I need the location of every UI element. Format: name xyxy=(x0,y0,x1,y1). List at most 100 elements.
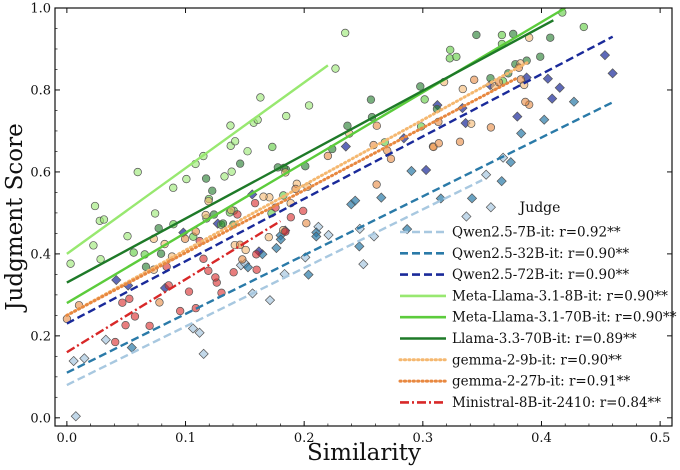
x-tick-label: 0.5 xyxy=(650,431,671,446)
data-point xyxy=(341,28,350,38)
data-point xyxy=(496,176,507,187)
data-point xyxy=(472,30,481,40)
data-point xyxy=(118,298,127,307)
data-point xyxy=(446,45,455,55)
y-tick-label: 0.2 xyxy=(30,329,51,344)
data-point xyxy=(169,183,178,192)
data-point xyxy=(466,193,478,204)
data-point xyxy=(66,259,75,268)
data-point xyxy=(150,209,160,218)
data-point xyxy=(252,265,261,274)
y-axis-title: Judgment Score xyxy=(2,123,28,312)
data-point xyxy=(420,95,429,104)
data-point xyxy=(452,52,461,62)
data-point xyxy=(180,234,190,243)
legend-label: Qwen2.5-32B-it: r=0.90** xyxy=(452,246,629,262)
data-point xyxy=(100,334,111,345)
legend-label: Meta-Llama-3.1-8B-it: r=0.90** xyxy=(452,288,668,304)
data-point xyxy=(372,121,381,130)
data-point xyxy=(542,73,553,84)
data-point xyxy=(238,255,247,264)
data-point xyxy=(156,249,166,258)
data-point xyxy=(125,294,134,303)
data-point xyxy=(481,169,492,180)
data-point xyxy=(607,68,618,79)
data-point xyxy=(323,229,334,241)
data-point xyxy=(420,164,432,176)
data-point xyxy=(89,241,98,250)
data-point xyxy=(201,174,211,183)
data-point xyxy=(350,195,361,206)
data-point xyxy=(539,114,550,125)
data-point xyxy=(259,192,268,201)
data-point xyxy=(300,252,311,263)
data-point xyxy=(226,121,235,130)
data-point xyxy=(299,206,308,216)
y-tick-label: 0.4 xyxy=(30,247,51,262)
data-point xyxy=(435,193,446,204)
data-point xyxy=(455,137,465,146)
legend-label: gemma-2-9b-it: r=0.90** xyxy=(452,352,622,368)
data-point xyxy=(111,274,122,286)
data-point xyxy=(141,262,151,271)
data-point xyxy=(121,321,130,330)
data-point xyxy=(220,172,229,181)
data-point xyxy=(303,269,314,280)
legend-label: Meta-Llama-3.1-70B-it: r=0.90** xyxy=(452,310,677,326)
data-point xyxy=(281,227,290,236)
data-point xyxy=(302,219,311,228)
data-point xyxy=(434,139,443,148)
data-point xyxy=(198,348,209,359)
data-point xyxy=(129,248,138,257)
data-point xyxy=(243,147,252,156)
data-point xyxy=(236,159,245,168)
data-point xyxy=(416,82,425,91)
data-point xyxy=(323,151,333,161)
legend-label: gemma-2-27b-it: r=0.91** xyxy=(452,374,631,390)
regression-line xyxy=(65,76,520,317)
data-point xyxy=(204,266,213,275)
y-tick-label: 0.6 xyxy=(30,165,51,180)
data-point xyxy=(304,101,314,110)
data-point xyxy=(218,219,228,228)
legend-label: Qwen2.5-7B-it: r=0.92** xyxy=(452,225,621,241)
data-point xyxy=(343,121,352,130)
data-point xyxy=(275,234,286,245)
axis-ticks: 0.0 0.1 0.2 0.3 0.4 0.5 0.0 0.2 0.4 0.6 0.8 1.0 xyxy=(30,2,672,446)
data-point xyxy=(241,245,250,255)
legend-label: Qwen2.5-72B-it: r=0.90** xyxy=(452,267,629,283)
scatter-points xyxy=(62,8,618,422)
data-point xyxy=(256,93,265,102)
y-tick-label: 0.8 xyxy=(30,83,51,98)
data-point xyxy=(230,137,240,146)
data-point xyxy=(208,186,217,195)
data-point xyxy=(130,312,140,321)
data-point xyxy=(282,111,291,121)
data-point xyxy=(99,215,109,224)
x-tick-label: 0.4 xyxy=(531,431,552,446)
data-point xyxy=(470,75,479,84)
data-point xyxy=(536,52,545,61)
plot-frame xyxy=(54,7,673,427)
data-point xyxy=(546,33,555,42)
data-point xyxy=(187,323,199,334)
data-point xyxy=(354,241,365,252)
data-point xyxy=(458,84,467,94)
data-point xyxy=(133,167,142,177)
data-point xyxy=(402,224,413,235)
regression-line xyxy=(66,101,614,374)
data-point xyxy=(176,306,185,316)
data-point xyxy=(497,30,507,40)
data-point xyxy=(70,411,81,422)
data-point xyxy=(242,262,254,273)
data-point xyxy=(211,273,220,282)
y-tick-label: 0.0 xyxy=(30,411,51,426)
data-point xyxy=(340,141,351,152)
data-point xyxy=(521,97,530,107)
y-tick-label: 1.0 xyxy=(30,2,51,17)
data-point xyxy=(182,174,191,184)
data-point xyxy=(111,337,120,347)
regression-lines xyxy=(65,8,614,387)
data-point xyxy=(229,268,238,277)
data-point xyxy=(311,231,322,242)
